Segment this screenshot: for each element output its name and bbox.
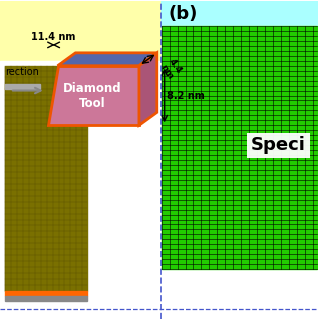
Text: (b): (b) xyxy=(169,5,198,23)
Bar xyxy=(5,291,87,296)
Bar xyxy=(0,61,161,319)
Text: 4.4
nm: 4.4 nm xyxy=(159,57,184,81)
Bar xyxy=(0,1,161,61)
Bar xyxy=(5,84,40,89)
Text: rection: rection xyxy=(5,67,39,77)
Polygon shape xyxy=(48,66,139,125)
Text: 11.4 nm: 11.4 nm xyxy=(31,32,76,42)
Polygon shape xyxy=(58,53,157,66)
Text: Speci: Speci xyxy=(251,136,306,154)
Polygon shape xyxy=(139,53,157,125)
Bar xyxy=(161,1,317,26)
Bar xyxy=(5,66,87,291)
Text: 8.2 nm: 8.2 nm xyxy=(167,91,204,100)
Bar xyxy=(5,296,87,301)
Bar xyxy=(161,26,317,319)
Bar xyxy=(162,26,316,269)
Text: Diamond
Tool: Diamond Tool xyxy=(63,82,122,109)
